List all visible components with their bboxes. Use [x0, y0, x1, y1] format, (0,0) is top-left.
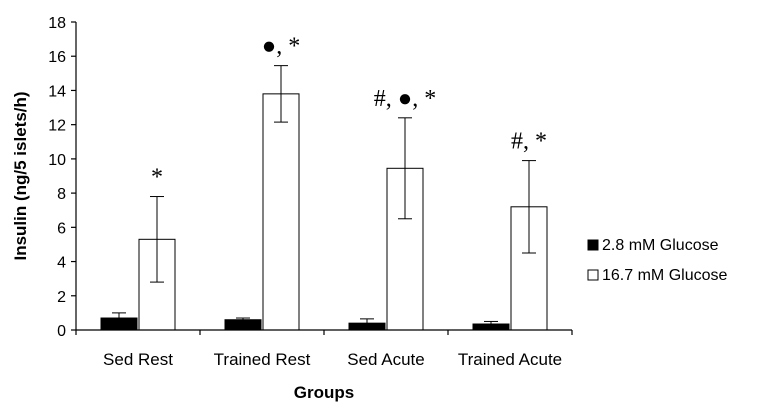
y-axis-ticks: 0 2 4 6 8 10 12 14 16 18 — [48, 15, 76, 340]
y-tick-label: 8 — [57, 186, 66, 203]
x-axis-title: Groups — [294, 383, 354, 402]
legend-label: 16.7 mM Glucose — [602, 267, 727, 284]
y-tick-label: 18 — [48, 15, 66, 32]
significance-annotations: * ●, * #, ●, * #, * — [151, 34, 547, 191]
significance-label: #, ●, * — [374, 86, 437, 112]
y-tick-label: 10 — [48, 152, 66, 169]
error-bars — [112, 65, 536, 328]
x-axis-categories: Sed Rest Trained Rest Sed Acute Trained Acu… — [75, 330, 573, 369]
legend: 2.8 mM Glucose 16.7 mM Glucose — [587, 237, 727, 284]
y-axis-title: Insulin (ng/5 islets/h) — [11, 91, 30, 260]
x-tick-label: Sed Rest — [103, 350, 173, 369]
legend-swatch — [587, 239, 599, 251]
y-tick-label: 4 — [57, 255, 66, 272]
y-tick-label: 2 — [57, 289, 66, 306]
bars — [100, 93, 548, 331]
significance-label: * — [151, 165, 163, 191]
x-tick-label: Trained Rest — [214, 350, 311, 369]
x-tick-label: Trained Acute — [458, 350, 562, 369]
significance-label: ●, * — [262, 34, 301, 60]
significance-label: #, * — [511, 129, 547, 155]
y-tick-label: 16 — [48, 49, 66, 66]
y-tick-label: 12 — [48, 118, 66, 135]
bar — [262, 93, 300, 331]
y-tick-label: 6 — [57, 220, 66, 237]
y-tick-label: 14 — [48, 83, 66, 100]
legend-label: 2.8 mM Glucose — [602, 237, 719, 254]
y-tick-label: 0 — [57, 323, 66, 340]
x-tick-label: Sed Acute — [347, 350, 425, 369]
legend-swatch — [587, 269, 599, 281]
